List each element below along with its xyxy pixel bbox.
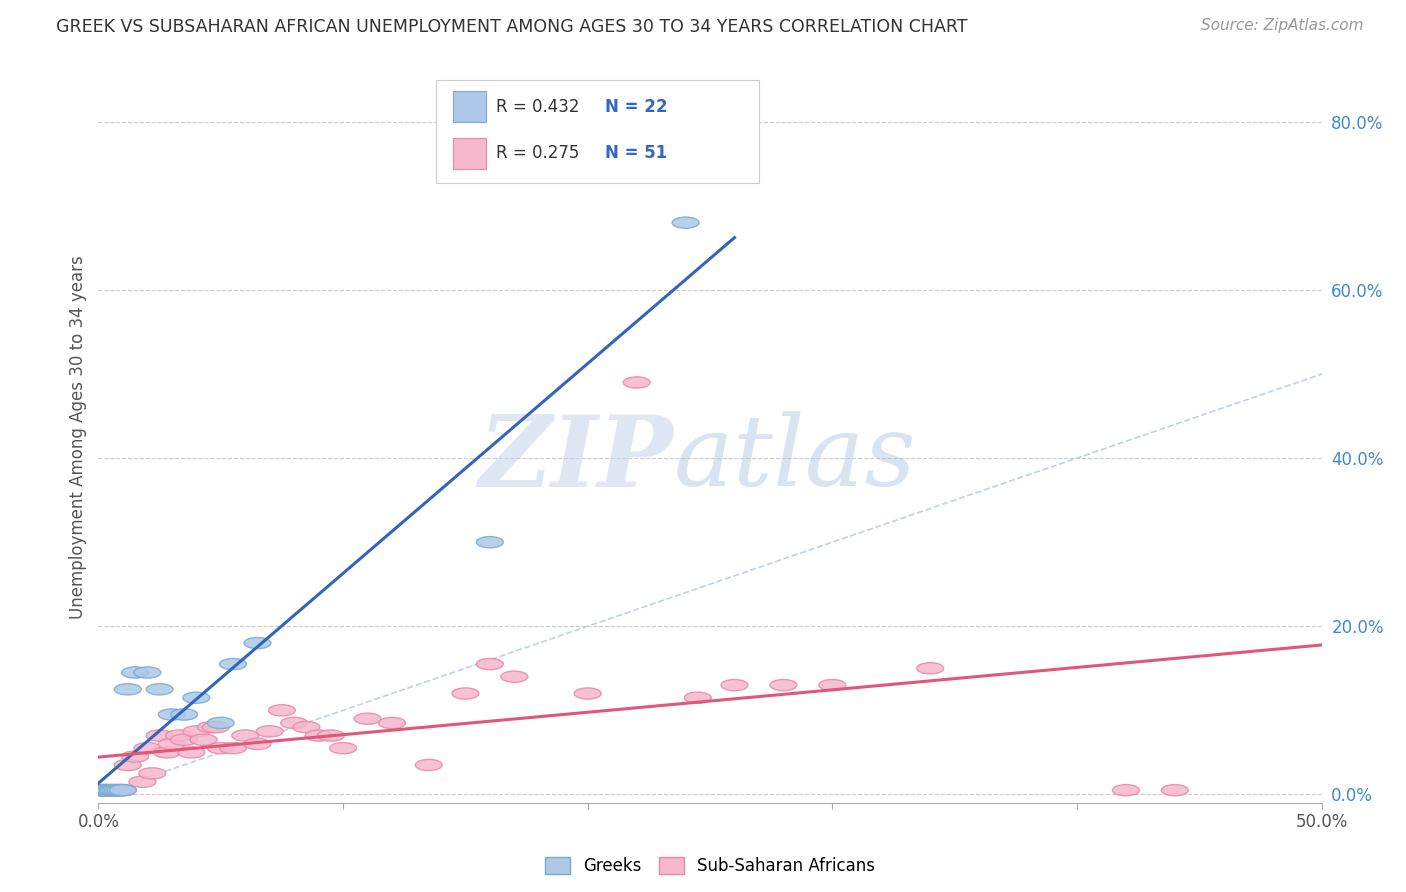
Ellipse shape: [107, 785, 134, 796]
Text: N = 51: N = 51: [605, 145, 666, 162]
Ellipse shape: [159, 739, 186, 749]
Ellipse shape: [770, 680, 797, 690]
Ellipse shape: [134, 742, 160, 754]
Ellipse shape: [190, 734, 217, 746]
Ellipse shape: [146, 730, 173, 741]
Ellipse shape: [110, 785, 136, 796]
Ellipse shape: [501, 671, 527, 682]
Ellipse shape: [354, 713, 381, 724]
Ellipse shape: [179, 747, 205, 758]
Ellipse shape: [100, 785, 127, 796]
Ellipse shape: [114, 759, 141, 771]
Text: N = 22: N = 22: [605, 97, 666, 116]
Ellipse shape: [122, 667, 149, 678]
Ellipse shape: [166, 730, 193, 741]
Ellipse shape: [103, 785, 129, 796]
Ellipse shape: [415, 759, 441, 771]
Ellipse shape: [122, 751, 149, 762]
Ellipse shape: [574, 688, 602, 699]
Ellipse shape: [197, 722, 225, 732]
Ellipse shape: [329, 742, 357, 754]
Ellipse shape: [202, 722, 229, 732]
Ellipse shape: [103, 785, 129, 796]
Ellipse shape: [94, 785, 122, 796]
Ellipse shape: [87, 785, 114, 796]
Ellipse shape: [245, 638, 271, 648]
Ellipse shape: [159, 709, 186, 720]
Ellipse shape: [183, 726, 209, 737]
Ellipse shape: [269, 705, 295, 716]
Ellipse shape: [146, 683, 173, 695]
Ellipse shape: [129, 776, 156, 788]
Legend: Greeks, Sub-Saharan Africans: Greeks, Sub-Saharan Africans: [546, 856, 875, 875]
Ellipse shape: [219, 742, 246, 754]
Ellipse shape: [170, 734, 197, 746]
Ellipse shape: [110, 785, 136, 796]
Ellipse shape: [219, 658, 246, 670]
Ellipse shape: [685, 692, 711, 703]
Ellipse shape: [281, 717, 308, 729]
Ellipse shape: [107, 785, 134, 796]
Ellipse shape: [90, 785, 117, 796]
Ellipse shape: [100, 785, 127, 796]
Ellipse shape: [623, 376, 650, 388]
Ellipse shape: [305, 730, 332, 741]
Ellipse shape: [207, 717, 235, 729]
Ellipse shape: [94, 785, 122, 796]
Ellipse shape: [232, 730, 259, 741]
Ellipse shape: [207, 742, 235, 754]
Ellipse shape: [87, 785, 114, 796]
Ellipse shape: [170, 709, 197, 720]
Ellipse shape: [104, 785, 131, 796]
Text: atlas: atlas: [673, 411, 917, 507]
Text: R = 0.432: R = 0.432: [496, 97, 579, 116]
Ellipse shape: [139, 768, 166, 779]
Text: R = 0.275: R = 0.275: [496, 145, 579, 162]
Ellipse shape: [1161, 785, 1188, 796]
Ellipse shape: [451, 688, 479, 699]
Ellipse shape: [90, 785, 117, 796]
Ellipse shape: [104, 785, 131, 796]
Ellipse shape: [818, 680, 846, 690]
Ellipse shape: [477, 537, 503, 548]
Ellipse shape: [721, 680, 748, 690]
Ellipse shape: [672, 217, 699, 228]
Text: GREEK VS SUBSAHARAN AFRICAN UNEMPLOYMENT AMONG AGES 30 TO 34 YEARS CORRELATION C: GREEK VS SUBSAHARAN AFRICAN UNEMPLOYMENT…: [56, 18, 967, 36]
Ellipse shape: [245, 739, 271, 749]
Y-axis label: Unemployment Among Ages 30 to 34 years: Unemployment Among Ages 30 to 34 years: [69, 255, 87, 619]
Ellipse shape: [134, 667, 160, 678]
Ellipse shape: [318, 730, 344, 741]
Text: Source: ZipAtlas.com: Source: ZipAtlas.com: [1201, 18, 1364, 33]
Ellipse shape: [292, 722, 319, 732]
Ellipse shape: [378, 717, 405, 729]
Ellipse shape: [183, 692, 209, 703]
Ellipse shape: [256, 726, 283, 737]
Ellipse shape: [917, 663, 943, 674]
Ellipse shape: [93, 785, 120, 796]
Ellipse shape: [97, 785, 124, 796]
Ellipse shape: [114, 683, 141, 695]
Ellipse shape: [477, 658, 503, 670]
Text: ZIP: ZIP: [478, 411, 673, 508]
Ellipse shape: [93, 785, 120, 796]
Ellipse shape: [153, 747, 180, 758]
Ellipse shape: [97, 785, 124, 796]
Ellipse shape: [1112, 785, 1139, 796]
